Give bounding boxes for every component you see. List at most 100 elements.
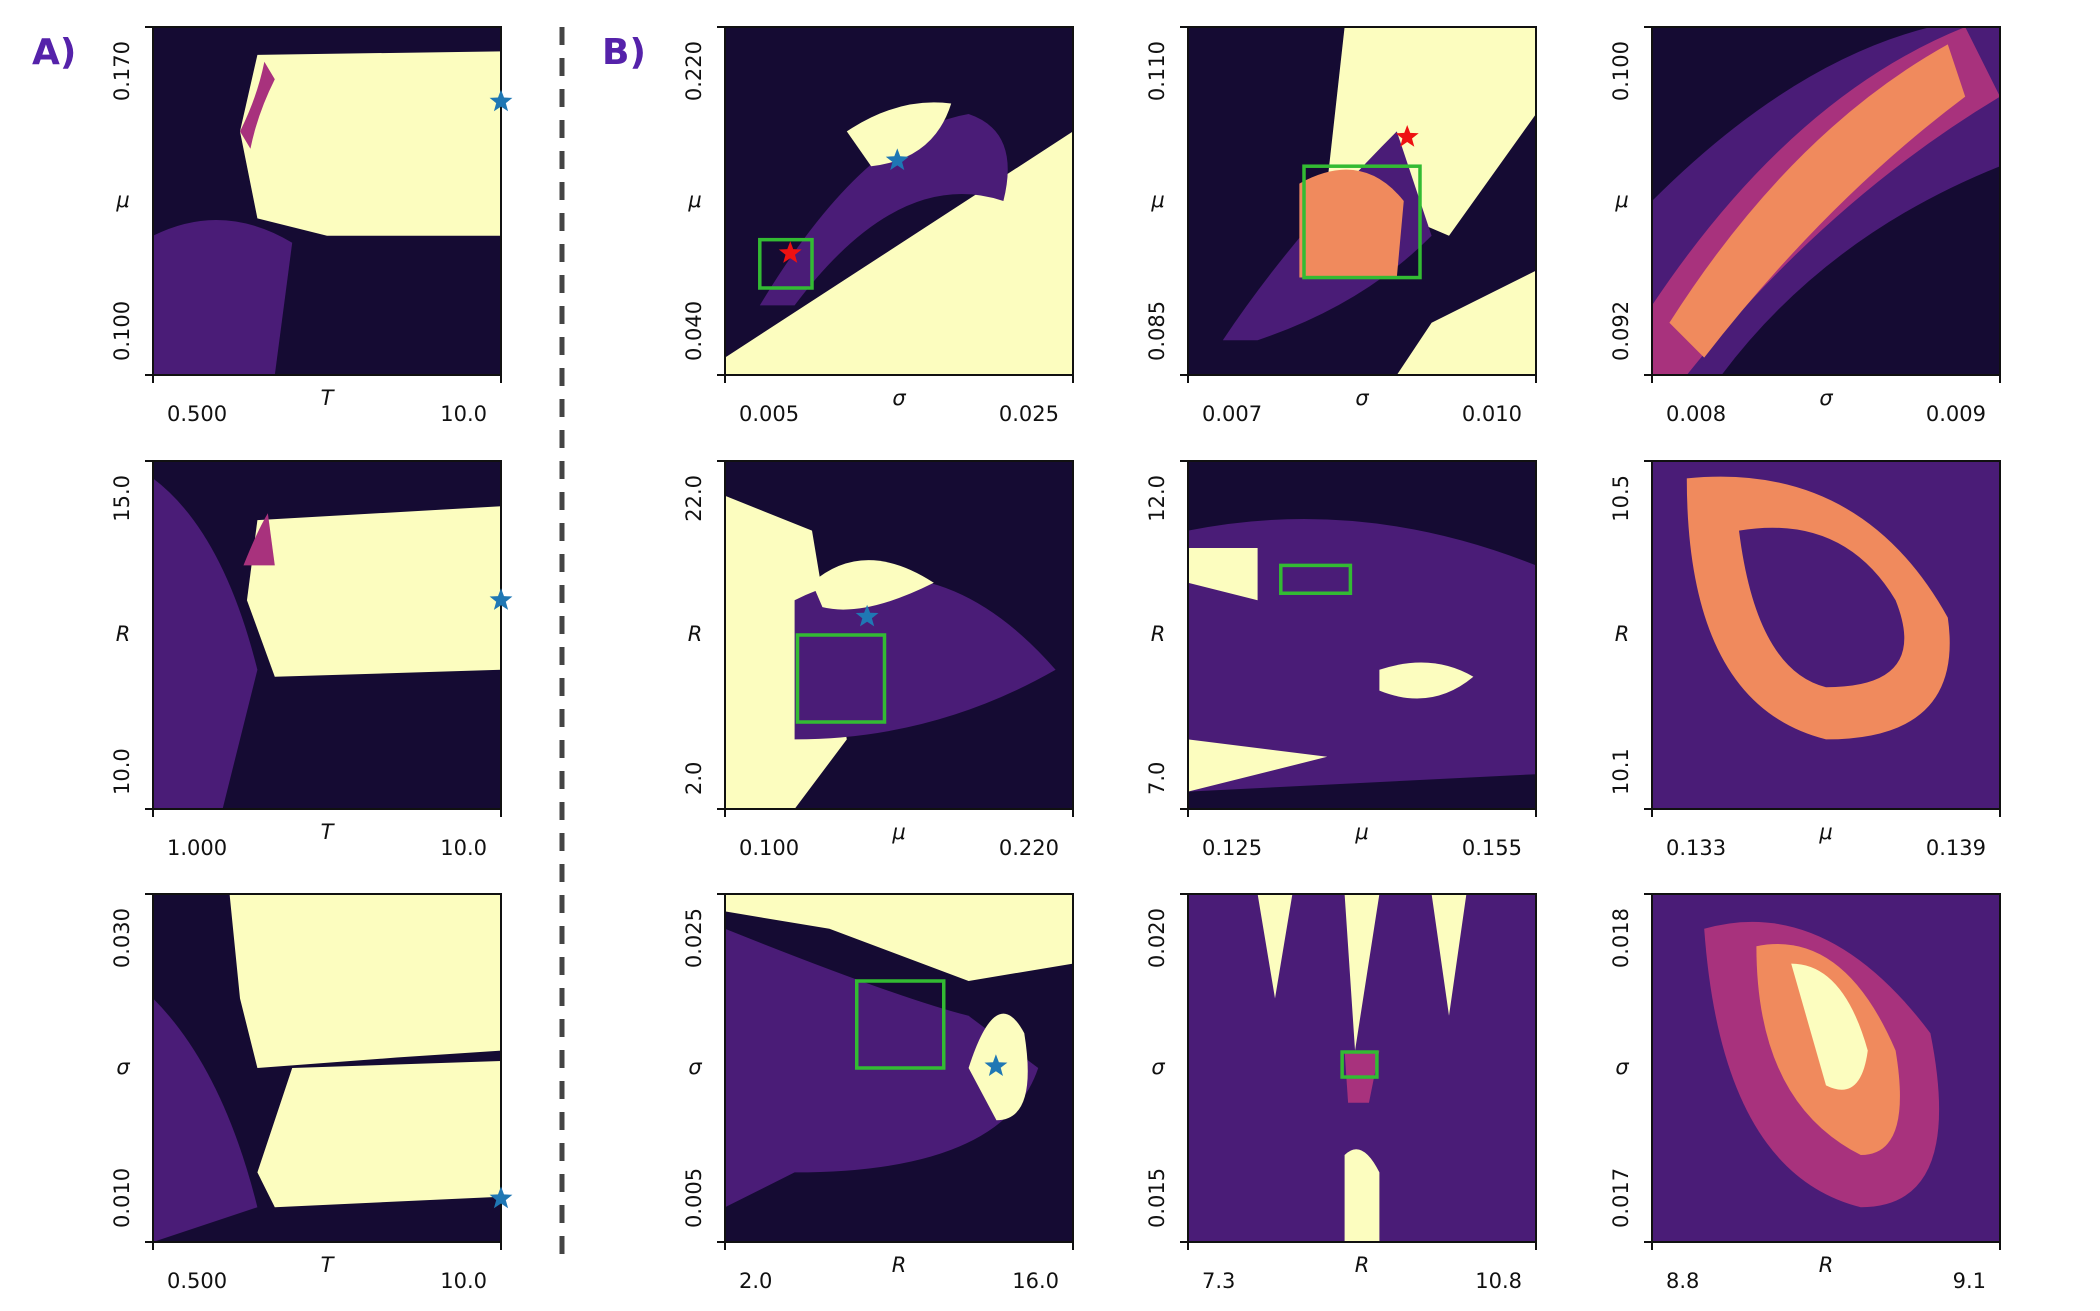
panel: 0.500 10.0 0.100 0.170 Tμ	[110, 26, 513, 426]
y-axis-label: R	[1151, 622, 1166, 646]
x-tick-label: 2.0	[739, 1269, 772, 1293]
plot-frame	[152, 26, 502, 376]
x-tick-label: 0.500	[167, 402, 227, 426]
plot-frame	[1187, 893, 1537, 1243]
panel: 0.133 0.139 10.1 10.5 μ R	[1609, 460, 2001, 860]
panel: 1.000 10.0 10.0 15.0 T R	[110, 460, 513, 860]
heatmap-image	[1652, 461, 2000, 809]
star-marker	[489, 1186, 513, 1209]
heatmap-region	[240, 51, 501, 236]
heatmap-region	[725, 894, 1073, 981]
heatmap-image	[725, 461, 1073, 809]
x-axis-label: R	[892, 1253, 907, 1277]
heatmap-region	[1257, 894, 1467, 1242]
y-tick-label: 0.018	[1609, 908, 1633, 968]
panel: 0.500 10.0 0.010 0.030 Tσ	[110, 893, 513, 1293]
zoom-box	[1279, 563, 1353, 595]
y-tick-label: 0.025	[682, 908, 706, 968]
y-tick-label: 7.0	[1145, 762, 1169, 795]
y-axis-label: σ	[688, 1055, 702, 1079]
heatmap-region	[812, 560, 934, 610]
x-tick-label: 10.8	[1475, 1269, 1522, 1293]
y-tick-label: 10.1	[1609, 748, 1633, 795]
heatmap-image	[153, 461, 501, 809]
zoom-box	[854, 979, 946, 1070]
heatmap-region	[1396, 270, 1536, 375]
x-axis-label: μ	[891, 820, 905, 844]
star-marker	[778, 241, 802, 263]
star-marker	[885, 148, 909, 171]
heatmap-region	[153, 478, 258, 809]
x-tick-label: 16.0	[1012, 1269, 1059, 1293]
plot-frame	[724, 26, 1074, 376]
heatmap-image	[1188, 894, 1536, 1242]
heatmap-image	[725, 27, 1073, 375]
heatmap-region	[1791, 963, 1868, 1090]
y-axis-label: σ	[1615, 1055, 1629, 1079]
y-tick-label: 0.010	[110, 1168, 134, 1228]
x-tick-label: 10.0	[440, 1269, 487, 1293]
heatmap-region	[246, 506, 501, 677]
x-tick-label: 0.133	[1666, 836, 1726, 860]
x-axis-label: T	[321, 386, 336, 410]
y-axis-label: μ	[1614, 188, 1628, 212]
heatmap-region	[153, 219, 293, 375]
x-tick-label: 0.139	[1926, 836, 1986, 860]
y-tick-label: 0.020	[1145, 908, 1169, 968]
y-tick-label: 0.040	[682, 301, 706, 361]
heatmap-image	[153, 894, 501, 1242]
zoom-box	[758, 237, 814, 290]
heatmap-region	[1188, 739, 1328, 792]
heatmap-region	[1299, 169, 1404, 278]
y-tick-label: 0.100	[1609, 41, 1633, 101]
y-tick-label: 10.0	[110, 748, 134, 795]
plot-frame	[1651, 893, 2001, 1243]
zoom-box	[795, 633, 887, 724]
x-tick-label: 0.155	[1462, 836, 1522, 860]
plot-frame	[1651, 26, 2001, 376]
plot-frame	[1651, 460, 2001, 810]
plot-frame	[724, 893, 1074, 1243]
y-axis-label: σ	[116, 1055, 130, 1079]
star-marker	[855, 604, 879, 627]
heatmap-region	[794, 577, 1056, 740]
x-tick-label: 9.1	[1953, 1269, 1986, 1293]
heatmap-image	[1652, 894, 2000, 1242]
y-axis-label: R	[116, 622, 131, 646]
x-tick-label: 0.008	[1666, 402, 1726, 426]
x-axis-label: σ	[1355, 386, 1369, 410]
x-tick-label: 0.010	[1462, 402, 1522, 426]
plot-frame	[1187, 26, 1537, 376]
x-axis-label: T	[321, 1253, 336, 1277]
y-axis-label: μ	[687, 188, 701, 212]
y-tick-label: 0.030	[110, 908, 134, 968]
star-marker	[489, 588, 513, 610]
y-tick-label: 0.110	[1145, 41, 1169, 101]
y-tick-label: 10.5	[1609, 475, 1633, 522]
x-tick-label: 0.025	[999, 402, 1059, 426]
y-axis-label: R	[1615, 622, 1630, 646]
x-tick-label: 0.125	[1202, 836, 1262, 860]
plot-frame	[724, 460, 1074, 810]
x-tick-label: 10.0	[440, 836, 487, 860]
y-tick-label: 0.017	[1609, 1168, 1633, 1228]
heatmap-region	[1686, 476, 1950, 740]
x-tick-label: 0.100	[739, 836, 799, 860]
heatmap-region	[1188, 519, 1536, 792]
y-tick-label: 0.005	[682, 1168, 706, 1228]
y-tick-label: 15.0	[110, 475, 134, 522]
panel: 2.0 16.0 0.005 0.025 Rσ	[682, 893, 1074, 1293]
panel-label: B)	[602, 32, 646, 73]
panel-label: A)	[32, 32, 76, 73]
panel: 0.100 0.220 2.0 22.0 μ R	[682, 460, 1074, 860]
heatmap-region	[153, 998, 258, 1242]
y-tick-label: 0.170	[110, 41, 134, 101]
heatmap-region	[1669, 44, 1966, 358]
x-axis-label: T	[321, 820, 336, 844]
x-tick-label: 0.220	[999, 836, 1059, 860]
star-marker	[489, 89, 513, 112]
y-tick-label: 12.0	[1145, 475, 1169, 522]
heatmap-region	[240, 61, 275, 149]
heatmap-region	[846, 102, 952, 167]
x-axis-label: σ	[892, 386, 906, 410]
